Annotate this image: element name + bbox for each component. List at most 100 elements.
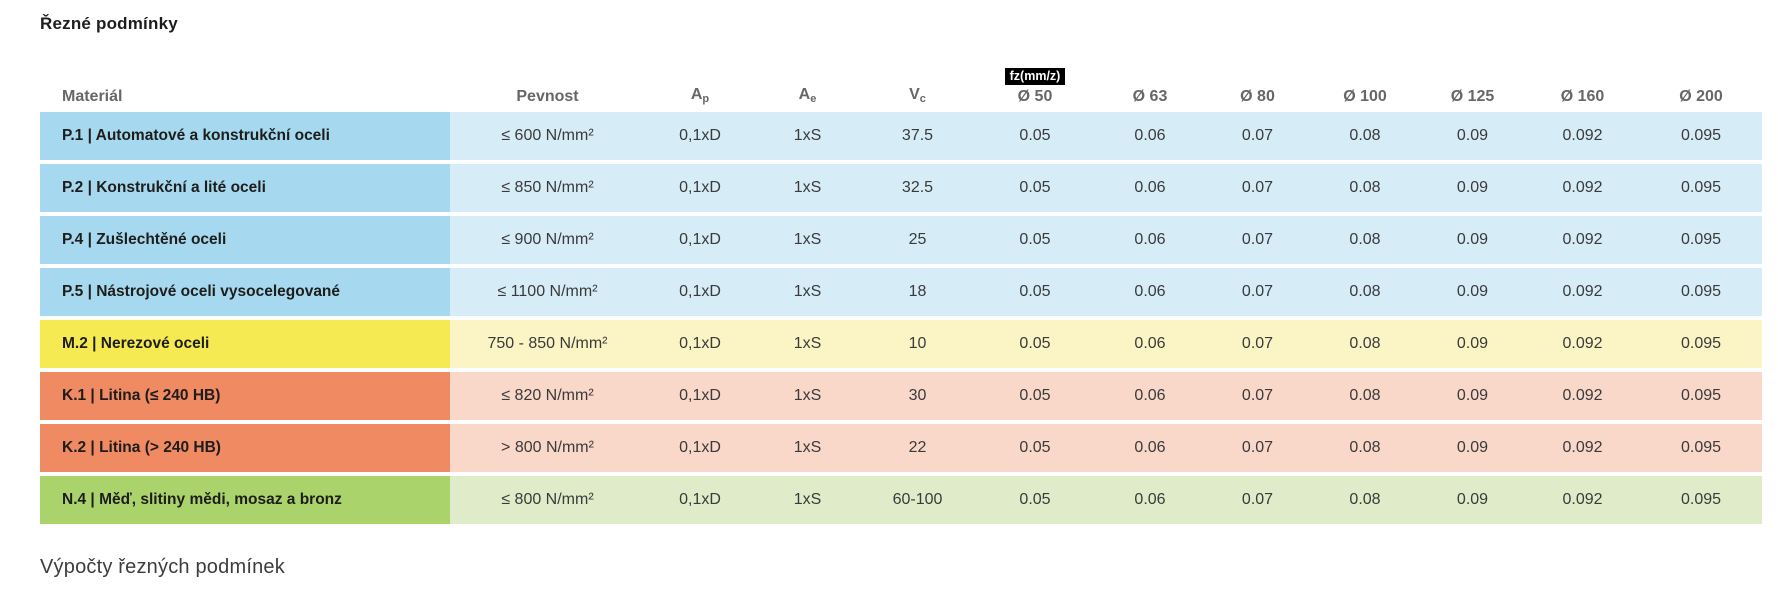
value-cell: 25 [860, 216, 975, 264]
value-cell: 0.092 [1525, 320, 1640, 368]
column-header-label: Ø 160 [1561, 87, 1605, 106]
table-body: P.1 | Automatové a konstrukční oceli ≤ 60… [40, 112, 1762, 524]
value-cell: 0,1xD [645, 424, 755, 472]
table-row: P.5 | Nástrojové oceli vysocelegované ≤ 1… [40, 268, 1762, 316]
table-row: N.4 | Měď, slitiny mědi, mosaz a bronz ≤ … [40, 476, 1762, 524]
value-cell: 0.05 [975, 268, 1095, 316]
value-cell: 0.07 [1205, 164, 1310, 212]
column-header-text: Ø 125 [1450, 88, 1495, 105]
value-cell: 0,1xD [645, 216, 755, 264]
value-cell: 0.092 [1525, 112, 1640, 160]
value-cell: 0.092 [1525, 216, 1640, 264]
value-cell: 1xS [755, 476, 860, 524]
column-header-text: Materiál [62, 88, 123, 105]
value-cell: 0.095 [1640, 268, 1762, 316]
value-cell: 0.092 [1525, 372, 1640, 420]
value-cell: 0,1xD [645, 268, 755, 316]
column-header-text: Pevnost [516, 88, 579, 105]
value-cell: ≤ 800 N/mm² [450, 476, 645, 524]
column-header-label: Pevnost [516, 87, 578, 106]
material-cell: M.2 | Nerezové oceli [40, 320, 450, 368]
value-cell: 0.07 [1205, 268, 1310, 316]
column-header-label: Ae [799, 85, 817, 106]
value-cell: 0.08 [1310, 268, 1420, 316]
value-cell: 0,1xD [645, 320, 755, 368]
value-cell: 0.095 [1640, 476, 1762, 524]
column-header-label: Ø 80 [1240, 87, 1275, 106]
value-cell: 0.06 [1095, 424, 1205, 472]
value-cell: ≤ 900 N/mm² [450, 216, 645, 264]
column-header: Vc [860, 58, 975, 106]
value-cell: 18 [860, 268, 975, 316]
material-cell: K.1 | Litina (≤ 240 HB) [40, 372, 450, 420]
column-header: fz(mm/z) Ø 50 [975, 58, 1095, 106]
value-cell: 32.5 [860, 164, 975, 212]
column-header-label: Ø 50 [1018, 87, 1053, 106]
material-cell: P.5 | Nástrojové oceli vysocelegované [40, 268, 450, 316]
value-cell: ≤ 850 N/mm² [450, 164, 645, 212]
value-cell: 22 [860, 424, 975, 472]
column-header-subscript: p [702, 93, 710, 105]
value-cell: 0.09 [1420, 476, 1525, 524]
column-header-text: Ø 63 [1132, 88, 1168, 105]
value-cell: 0.07 [1205, 216, 1310, 264]
column-header-label: Ap [691, 85, 709, 106]
value-cell: 1xS [755, 424, 860, 472]
value-cell: 0.095 [1640, 112, 1762, 160]
value-cell: 0.092 [1525, 476, 1640, 524]
value-cell: 0,1xD [645, 476, 755, 524]
value-cell: ≤ 820 N/mm² [450, 372, 645, 420]
value-cell: 1xS [755, 216, 860, 264]
value-cell: 0.08 [1310, 112, 1420, 160]
material-cell: N.4 | Měď, slitiny mědi, mosaz a bronz [40, 476, 450, 524]
fz-unit-badge: fz(mm/z) [1004, 68, 1066, 85]
value-cell: 0.095 [1640, 164, 1762, 212]
column-header: Ae [755, 58, 860, 106]
table-row: P.2 | Konstrukční a lité oceli ≤ 850 N/mm… [40, 164, 1762, 212]
material-cell: P.1 | Automatové a konstrukční oceli [40, 112, 450, 160]
column-header-label: Vc [909, 85, 926, 106]
value-cell: 0.08 [1310, 164, 1420, 212]
table-row: P.4 | Zušlechtěné oceli ≤ 900 N/mm² 0,1xD 1… [40, 216, 1762, 264]
value-cell: 0.09 [1420, 320, 1525, 368]
value-cell: 0.05 [975, 424, 1095, 472]
value-cell: 0.095 [1640, 424, 1762, 472]
column-header-text: A [798, 86, 811, 103]
column-header-text: A [690, 86, 703, 103]
column-header-label: Ø 100 [1343, 87, 1387, 106]
column-header-label: Ø 125 [1451, 87, 1495, 106]
material-cell: P.4 | Zušlechtěné oceli [40, 216, 450, 264]
value-cell: 0,1xD [645, 372, 755, 420]
column-header-text: Ø 160 [1560, 88, 1605, 105]
cutting-conditions-table: Materiál Pevnost Ap Ae Vc fz(mm/z) Ø 50 Ø 63 Ø 8… [40, 58, 1762, 528]
column-header-label: Materiál [62, 87, 122, 106]
value-cell: 0.05 [975, 216, 1095, 264]
column-header: Ø 100 [1310, 58, 1420, 106]
material-cell: K.2 | Litina (> 240 HB) [40, 424, 450, 472]
value-cell: 1xS [755, 372, 860, 420]
value-cell: 0.08 [1310, 424, 1420, 472]
column-header-text: Ø 200 [1679, 88, 1723, 105]
column-header-subscript: c [919, 93, 926, 105]
value-cell: 0.06 [1095, 164, 1205, 212]
value-cell: 1xS [755, 268, 860, 316]
value-cell: 0.09 [1420, 216, 1525, 264]
table-row: K.2 | Litina (> 240 HB) > 800 N/mm² 0,1xD 1… [40, 424, 1762, 472]
value-cell: 0.092 [1525, 268, 1640, 316]
column-header-subscript: e [810, 93, 817, 105]
value-cell: 0.06 [1095, 268, 1205, 316]
section-heading: Výpočty řezných podmínek [40, 556, 285, 578]
value-cell: 30 [860, 372, 975, 420]
value-cell: 0.05 [975, 164, 1095, 212]
value-cell: 10 [860, 320, 975, 368]
value-cell: 750 - 850 N/mm² [450, 320, 645, 368]
column-header-label: Ø 63 [1133, 87, 1168, 106]
table-row: M.2 | Nerezové oceli 750 - 850 N/mm² 0,1xD… [40, 320, 1762, 368]
value-cell: ≤ 600 N/mm² [450, 112, 645, 160]
value-cell: 0.05 [975, 476, 1095, 524]
column-header-label: Ø 200 [1679, 87, 1723, 106]
value-cell: 0.05 [975, 372, 1095, 420]
value-cell: 0.07 [1205, 476, 1310, 524]
value-cell: 1xS [755, 164, 860, 212]
value-cell: 0.07 [1205, 424, 1310, 472]
